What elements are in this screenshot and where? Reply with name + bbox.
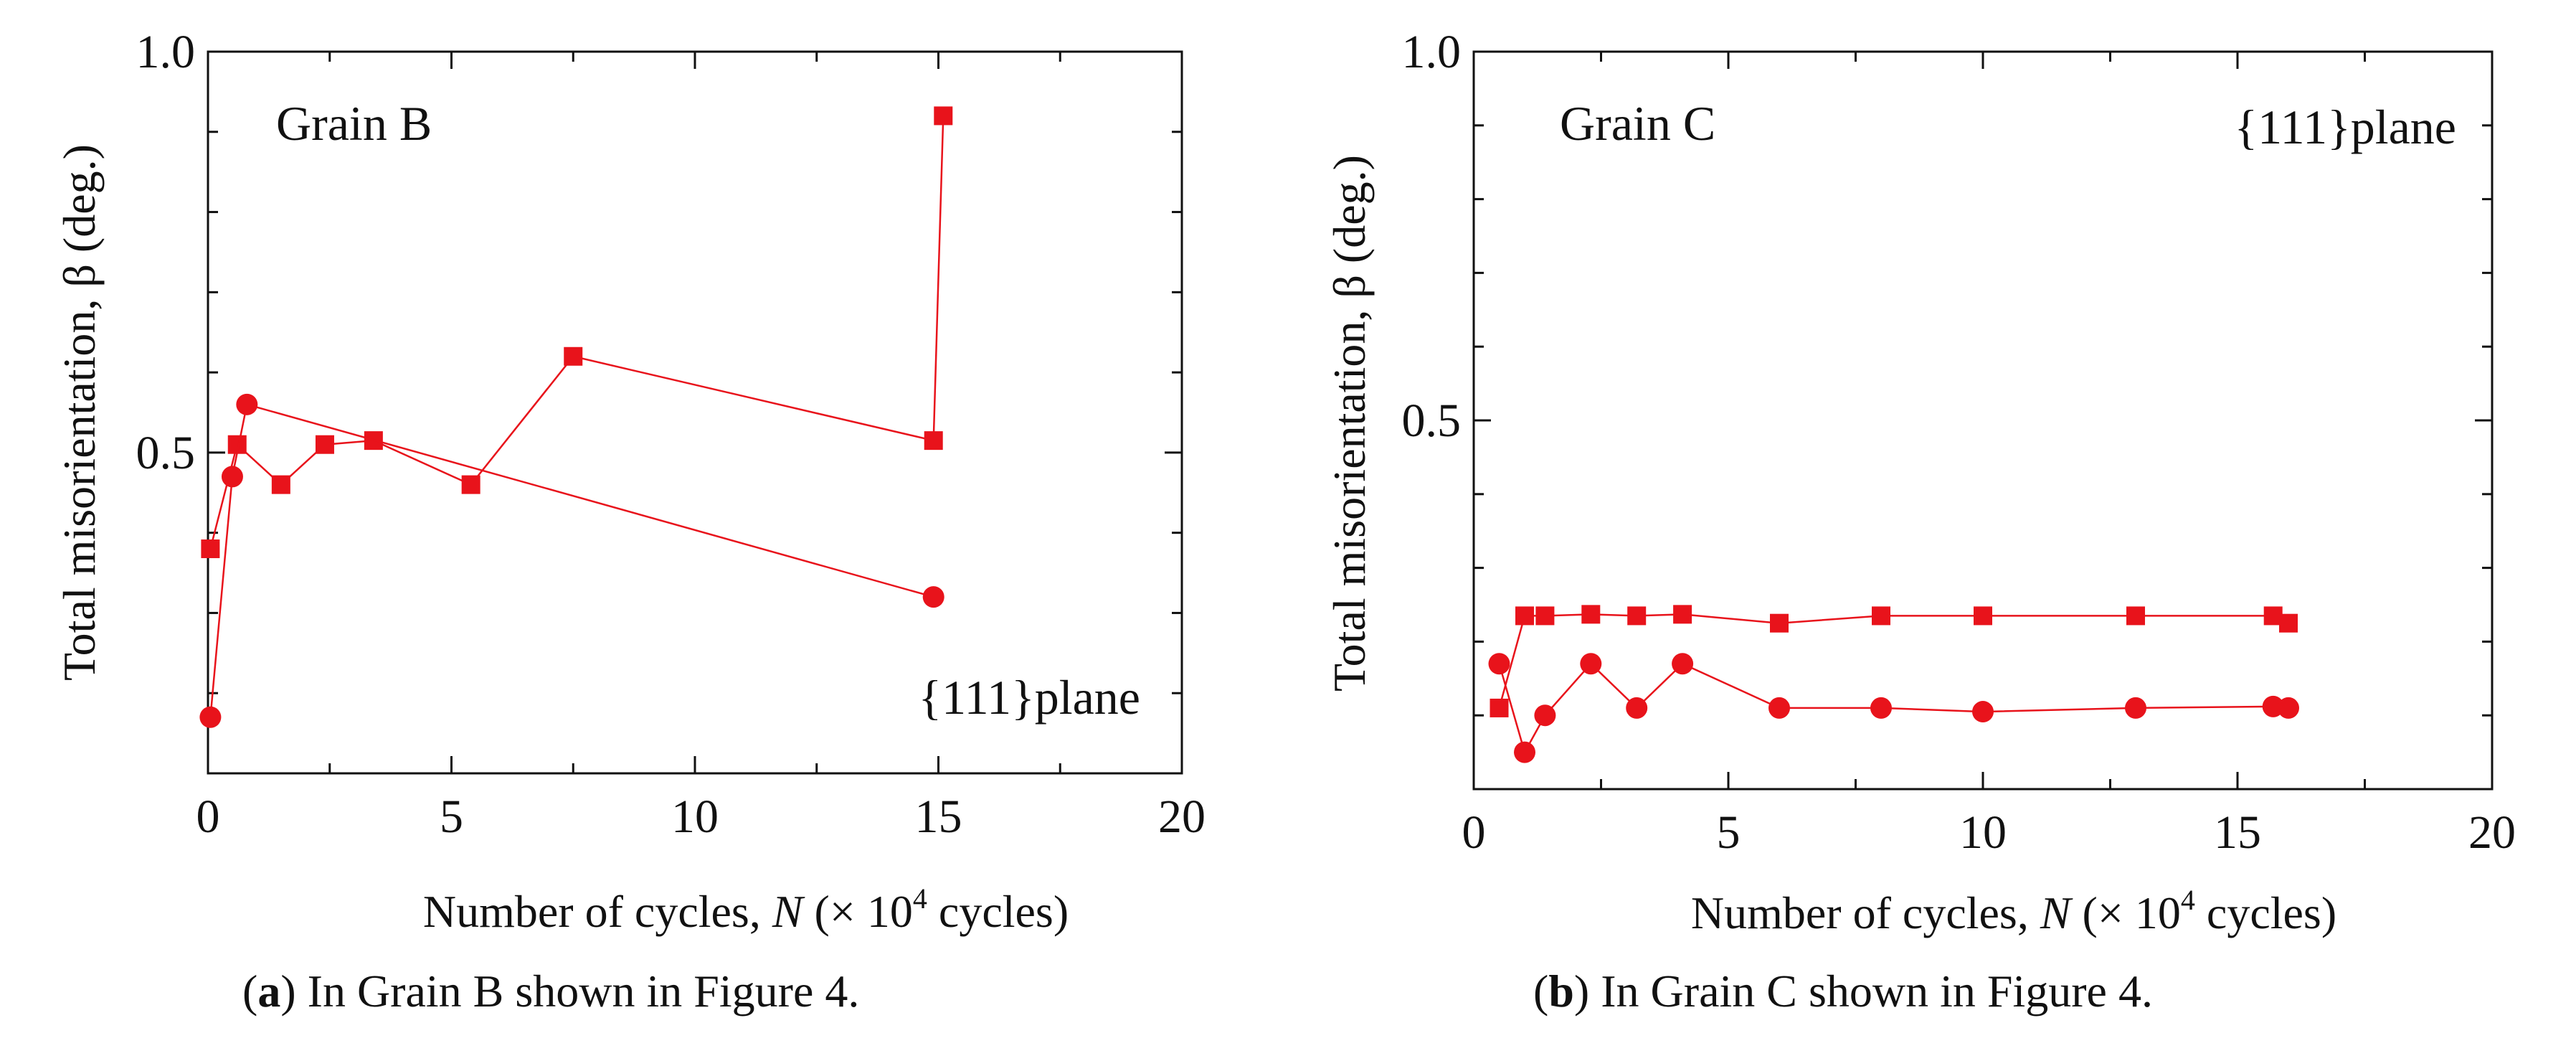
plane-label-a: {111}plane	[919, 670, 1141, 725]
y-tick-label: 1.0	[1402, 26, 1462, 78]
data-point-square	[1673, 605, 1692, 624]
x-axis-label-a: Number of cycles, N (× 104 cycles)	[423, 882, 1069, 937]
data-point-square	[1535, 606, 1555, 626]
x-axis-label-b: Number of cycles, N (× 104 cycles)	[1691, 884, 2336, 938]
data-point-circle	[1672, 653, 1694, 675]
series-line-square	[209, 115, 944, 550]
data-point-circle	[1514, 741, 1535, 763]
data-point-square	[461, 475, 480, 494]
x-axis-label-var-a: N	[772, 886, 805, 937]
plot-frame-b	[1472, 50, 2494, 791]
annotation-grain-c: Grain C	[1560, 96, 1715, 151]
data-point-square	[924, 431, 943, 451]
x-axis-label-var-b: N	[2040, 887, 2073, 938]
x-tick-label: 15	[915, 791, 962, 843]
plane-label-b: {111}plane	[2235, 100, 2457, 154]
data-point-circle	[221, 466, 243, 488]
data-point-square	[1872, 606, 1890, 626]
y-tick-label: 0.5	[1402, 395, 1462, 447]
data-point-square	[1515, 606, 1534, 626]
data-point-circle	[199, 706, 222, 728]
data-series-a	[199, 106, 953, 728]
caption-label-b: b	[1548, 966, 1574, 1017]
y-tick-label: 1.0	[136, 26, 196, 78]
data-point-square	[1490, 698, 1509, 717]
data-point-square	[201, 539, 220, 559]
x-tick-label: 20	[2468, 806, 2516, 859]
data-point-circle	[1626, 697, 1648, 719]
data-point-square	[1770, 613, 1789, 633]
x-tick-label: 15	[2214, 806, 2261, 859]
x-tick-label: 10	[1959, 806, 2007, 859]
panel-b: 0 5 10 15 20 0.5 1.0 Grain C {111}plane Total …	[1324, 26, 2516, 938]
data-point-circle	[1488, 653, 1510, 675]
x-axis-label-exp-a: 4	[913, 882, 927, 915]
data-point-circle	[2125, 697, 2146, 719]
panel-a: 0 5 10 15 20 0.5 1.0 Grain B {111}plane Total …	[54, 26, 1206, 937]
data-point-square	[934, 106, 953, 126]
data-series-b	[1488, 605, 2299, 763]
series-line-circle	[209, 403, 934, 717]
x-tick-label: 20	[1158, 791, 1206, 843]
y-tick-label: 0.5	[136, 427, 196, 479]
data-point-square	[2126, 606, 2145, 626]
y-axis-label-a: Total misorientation, β (deg.)	[54, 144, 105, 681]
x-tick-label: 0	[196, 791, 220, 843]
series-line-square	[1498, 613, 2289, 709]
data-point-circle	[1768, 697, 1790, 719]
x-tick-label: 0	[1462, 806, 1486, 859]
x-tick-label: 5	[440, 791, 463, 843]
x-axis-label-cycles-b: cycles)	[2195, 887, 2336, 938]
series-line-circle	[1498, 662, 2289, 755]
data-point-square	[564, 346, 583, 366]
x-tick-label: 10	[671, 791, 719, 843]
tick-marks-b	[1472, 50, 2494, 791]
tick-marks-a	[207, 50, 1183, 775]
tick-labels-a: 0 5 10 15 20 0.5 1.0	[136, 26, 1206, 843]
y-axis-label-b: Total misorientation, β (deg.)	[1324, 155, 1375, 692]
data-point-circle	[1870, 697, 1892, 719]
caption-text-b: In Grain C shown in Figure 4.	[1589, 966, 2153, 1017]
caption-text-a: In Grain B shown in Figure 4.	[295, 966, 860, 1017]
data-point-circle	[1972, 701, 1994, 723]
data-point-square	[271, 475, 290, 494]
data-point-circle	[1534, 704, 1556, 727]
data-point-circle	[1580, 653, 1602, 675]
data-point-square	[2279, 613, 2298, 633]
x-axis-label-text-b: Number of cycles,	[1691, 887, 2040, 938]
x-axis-label-unit-b: (× 10	[2071, 887, 2181, 938]
data-point-circle	[922, 586, 944, 608]
data-point-circle	[2278, 697, 2299, 719]
caption-b: (b) In Grain C shown in Figure 4.	[1533, 966, 2153, 1017]
x-axis-label-exp-b: 4	[2181, 884, 2195, 916]
data-point-square	[1974, 606, 1992, 626]
plot-frame-a	[207, 50, 1183, 775]
tick-labels-b: 0 5 10 15 20 0.5 1.0	[1402, 26, 2516, 859]
annotation-grain-b: Grain B	[276, 96, 432, 151]
data-point-square	[1581, 605, 1601, 624]
x-axis-label-cycles-a: cycles)	[927, 886, 1069, 937]
caption-label-a: a	[257, 966, 281, 1017]
x-axis-label-unit-a: (× 10	[803, 886, 913, 937]
data-point-square	[1627, 606, 1647, 626]
data-point-circle	[236, 393, 258, 415]
data-point-square	[315, 435, 334, 454]
x-axis-label-text-a: Number of cycles,	[423, 886, 772, 937]
x-tick-label: 5	[1717, 806, 1741, 859]
caption-a: (a) In Grain B shown in Figure 4.	[242, 966, 860, 1017]
